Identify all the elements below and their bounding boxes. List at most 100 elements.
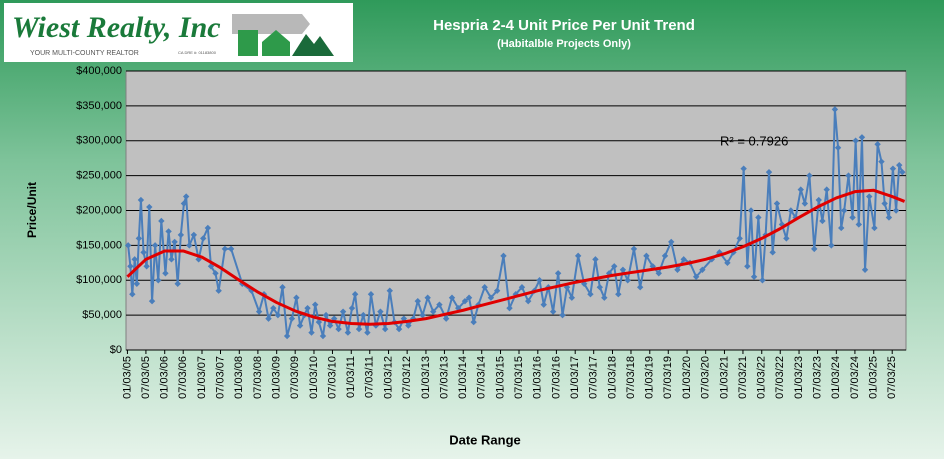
data-point [845,172,852,179]
data-point [348,304,356,312]
data-point [279,284,286,291]
data-point [885,214,893,221]
data-point [661,252,669,260]
data-point [819,217,826,225]
data-point [265,315,272,322]
x-tick-label: 07/03/08 [252,356,264,399]
data-point [823,186,830,193]
data-point [493,287,501,294]
x-tick-label: 01/03/14 [457,356,469,399]
data-point [255,308,263,315]
data-point [861,266,869,273]
data-point [131,256,138,263]
data-point [315,318,323,326]
x-tick-label: 07/03/18 [625,356,637,399]
data-point [465,294,473,301]
data-point [592,256,599,263]
x-tick-label: 07/03/05 [140,356,152,399]
x-tick-label: 01/03/07 [196,356,208,399]
data-point [414,297,421,305]
data-point [649,263,656,270]
data-point [636,284,644,291]
data-point [855,221,863,228]
x-tick-label: 07/03/07 [214,356,226,399]
data-point [619,266,627,273]
y-tick-label: $250,000 [76,170,122,182]
x-tick-label: 01/03/23 [793,356,805,399]
x-tick-label: 07/03/11 [364,356,376,398]
chart-subtitle: (Habitalble Projects Only) [497,38,631,50]
data-point [811,245,818,253]
data-point [171,238,178,246]
data-point [140,249,147,256]
data-point [506,304,513,312]
data-point [155,277,162,284]
data-point [747,207,755,214]
data-point [866,193,873,200]
chart-title: Hespria 2-4 Unit Price Per Unit Trend [433,17,695,34]
data-point [344,329,352,336]
data-point [596,284,604,291]
x-tick-label: 01/03/18 [606,356,618,399]
data-point [878,158,885,165]
data-point [470,318,477,326]
data-point [773,200,781,207]
data-point [783,235,790,242]
data-point [339,308,347,315]
data-point [270,304,277,312]
data-point [559,311,566,319]
data-point [750,273,758,280]
data-point [831,106,839,113]
data-point [518,284,526,291]
data-point [129,291,136,298]
data-point [174,280,181,287]
data-point [319,332,327,340]
data-point [674,266,681,273]
x-tick-label: 07/03/17 [588,356,600,399]
x-tick-label: 01/03/06 [159,356,171,399]
data-point [849,214,856,221]
data-point [158,217,165,225]
data-point [190,231,198,239]
y-tick-label: $100,000 [76,274,122,286]
data-point [896,161,903,169]
data-point [227,245,235,253]
data-point [355,325,363,333]
data-point [730,249,737,256]
x-tick-label: 01/03/19 [644,356,656,399]
x-tick-label: 07/03/22 [774,356,786,399]
data-point [587,291,594,298]
data-point [801,200,809,207]
data-point [755,214,762,221]
data-point [148,297,156,305]
data-point [563,284,571,291]
data-point [568,294,576,301]
data-point [540,301,547,308]
data-point [740,165,747,172]
data-point [643,252,650,260]
data-point [308,329,315,336]
x-tick-label: 01/03/22 [756,356,768,399]
data-point [487,294,495,301]
data-point [182,193,190,200]
data-point [838,224,845,232]
logo-tagline: YOUR MULTI-COUNTY REALTOR [30,50,139,57]
y-tick-label: $200,000 [76,204,122,216]
data-point [133,280,141,287]
x-tick-label: 01/03/21 [718,356,730,399]
data-point [744,263,751,270]
data-point [828,242,835,249]
x-tick-label: 07/03/15 [513,356,525,399]
data-point [787,207,795,214]
data-point [180,200,188,207]
data-point [360,311,367,319]
data-point [624,277,631,284]
x-tick-label: 07/03/25 [886,356,898,399]
data-point [536,277,543,284]
data-point [680,256,687,263]
data-point [889,165,897,172]
x-tick-label: 07/03/13 [438,356,450,399]
data-point [436,301,443,308]
y-axis-label: Price/Unit [25,182,39,238]
